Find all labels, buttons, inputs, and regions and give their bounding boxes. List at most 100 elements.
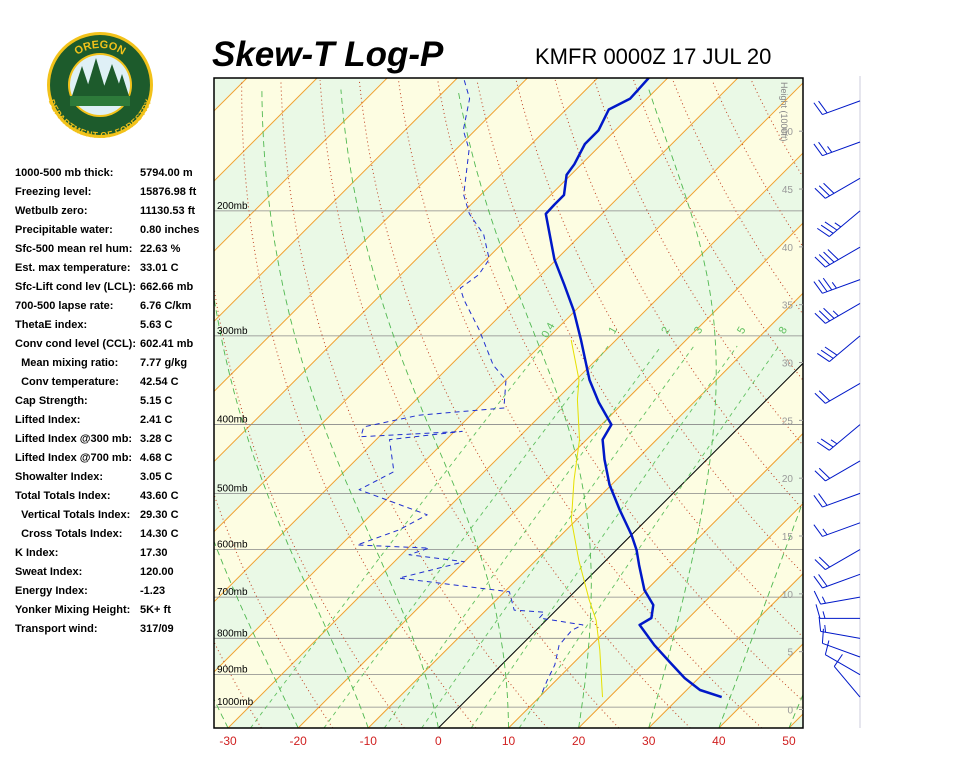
stat-value: 5.15 C: [140, 395, 172, 407]
barb-full: [833, 654, 843, 667]
stat-value: 4.68 C: [140, 452, 172, 464]
sounding-line: [356, 78, 584, 693]
height-label: 15: [782, 532, 794, 543]
wind-barb: [817, 335, 861, 362]
wind-barb: [821, 628, 861, 658]
stat-value: 22.63 %: [140, 243, 181, 255]
axes: 200mb 300mb 400mb 500mb 600mb 700mb 800mb 900mb…: [217, 127, 803, 748]
barb-staff: [833, 666, 861, 698]
height-label: 10: [782, 590, 794, 601]
sounding-line: [544, 78, 723, 699]
stat-label: Cross Totals Index:: [15, 528, 122, 540]
isotherm-band: [859, 78, 960, 728]
stat-label: Conv temperature:: [15, 376, 119, 388]
isotherm: [578, 502, 803, 728]
barb-staff: [822, 492, 861, 508]
stat-value: 11130.53 ft: [140, 205, 195, 217]
stat-value: 317/09: [140, 623, 174, 635]
barb-half: [821, 596, 826, 604]
barb-full: [818, 254, 831, 266]
barb-full: [814, 392, 826, 404]
wind-barb: [813, 100, 861, 116]
barb-full: [820, 224, 834, 234]
stat-value: 5794.00 m: [140, 167, 193, 179]
logo-ground: [70, 96, 130, 106]
isotherm: [297, 222, 803, 728]
logo-trees: [72, 58, 129, 98]
x-tick-label: 10: [502, 734, 516, 748]
stat-label: Transport wind:: [15, 623, 98, 635]
isotherm: [929, 78, 960, 728]
stat-label: Showalter Index:: [15, 471, 103, 483]
isotherm-band: [214, 82, 803, 728]
x-tick-label: -10: [360, 734, 378, 748]
isotherm: [508, 432, 803, 728]
isotherm: [214, 78, 528, 393]
stat-value: 33.01 C: [140, 262, 179, 274]
height-label: 35: [782, 301, 794, 312]
stat-value: 5.63 C: [140, 319, 172, 331]
barb-staff: [822, 642, 861, 658]
stat-value: 15876.98 ft: [140, 186, 197, 198]
plot-frame: [213, 77, 804, 729]
barb-full: [817, 353, 830, 362]
wind-barb: [818, 616, 861, 639]
barb-staff: [822, 141, 861, 157]
barb-full: [823, 182, 835, 194]
barb-half: [822, 611, 826, 619]
barb-staff: [829, 210, 861, 237]
stat-label: K Index:: [15, 547, 58, 559]
barb-full: [821, 628, 824, 644]
stat-label: 1000-500 mb thick:: [15, 167, 113, 179]
moist-adiabat: [214, 540, 299, 728]
wind-barb: [813, 277, 861, 294]
barb-staff: [825, 654, 861, 676]
barb-full: [813, 575, 823, 589]
stat-value: 662.66 mb: [140, 281, 193, 293]
logo-top-path: OREGON: [73, 39, 128, 58]
stat-value: 0.80 inches: [140, 224, 199, 236]
height-label: 20: [782, 474, 794, 485]
isotherm: [214, 78, 598, 463]
barb-staff: [820, 596, 861, 605]
stat-label: Lifted Index:: [15, 414, 80, 426]
mixing-ratio-label: 5: [735, 325, 748, 336]
barb-staff: [822, 522, 861, 537]
moist-adiabat: [648, 89, 717, 728]
pressure-label: 200mb: [217, 201, 248, 212]
barb-full: [823, 307, 835, 319]
dry-adiabat: [358, 79, 691, 728]
moist-adiabat: [859, 90, 960, 728]
barb-staff: [822, 279, 861, 294]
wind-barb: [814, 302, 861, 324]
wind-barb: [813, 522, 861, 537]
height-label: 5: [787, 648, 793, 659]
isotherm-band: [214, 78, 803, 672]
stat-value: -1.23: [140, 585, 165, 597]
stat-label: Cap Strength:: [15, 395, 88, 407]
chart-subtitle: KMFR 0000Z 17 JUL 20: [535, 44, 771, 69]
barb-full: [818, 467, 831, 479]
barb-staff: [822, 100, 861, 116]
pressure-label: 900mb: [217, 665, 248, 676]
x-tick-label: -20: [289, 734, 307, 748]
height-label: 50: [782, 127, 794, 138]
isotherm-band: [929, 78, 960, 728]
stat-value: 17.30: [140, 547, 168, 559]
y2-axis-label: Height (1000ft): [779, 82, 789, 142]
barb-full: [818, 574, 828, 587]
barb-full: [818, 185, 831, 197]
plot-background: [214, 78, 960, 728]
isotherm: [214, 78, 458, 323]
stat-value: 42.54 C: [140, 376, 179, 388]
wind-barb: [813, 573, 861, 589]
barb-half: [822, 528, 828, 536]
stat-label: Mean mixing ratio:: [15, 357, 118, 369]
stat-label: Est. max temperature:: [15, 262, 131, 274]
moist-adiabat: [929, 90, 960, 728]
stat-label: Sfc-500 mean rel hum:: [15, 243, 132, 255]
stat-value: 6.76 C/km: [140, 300, 192, 312]
stat-value: 3.05 C: [140, 471, 172, 483]
mixing-ratio-line: [421, 345, 695, 728]
